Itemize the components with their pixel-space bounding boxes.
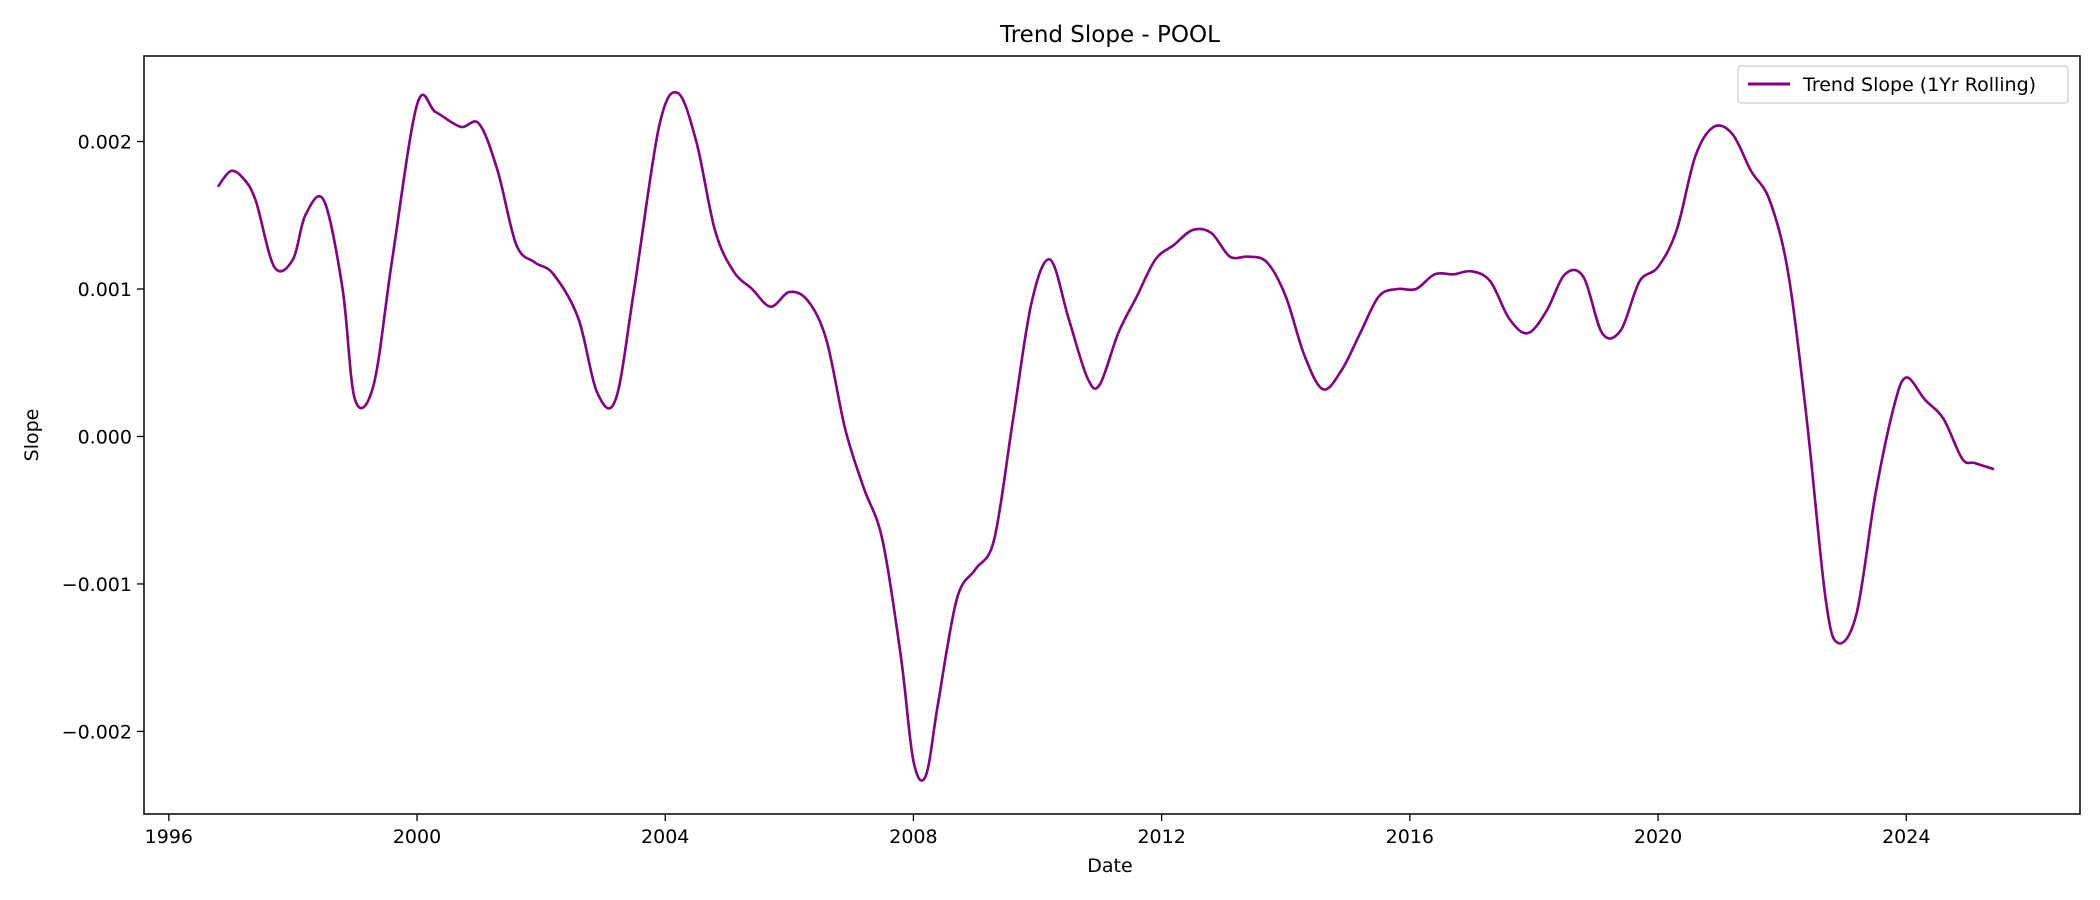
x-tick-label: 2024 [1882,826,1930,848]
legend: Trend Slope (1Yr Rolling) [1737,65,2069,104]
y-tick-label: 0.000 [78,426,132,448]
y-tick-label: −0.002 [62,721,132,743]
x-tick-label: 2012 [1137,826,1185,848]
x-tick-label: 2008 [889,826,937,848]
x-tick-label: 2000 [393,826,441,848]
x-tick-label: 2016 [1386,826,1434,848]
series-layer [217,91,1995,782]
x-axis: 1996 2000 2004 2008 2012 2016 2020 2024 [145,814,1930,848]
y-axis-label: Slope [21,409,43,462]
legend-box [1737,65,2069,104]
x-tick-label: 2004 [641,826,689,848]
x-tick-label: 2020 [1634,826,1682,848]
y-tick-label: −0.001 [62,574,132,596]
y-tick-label: 0.001 [78,279,132,301]
x-tick-label: 1996 [145,826,193,848]
legend-label: Trend Slope (1Yr Rolling) [1802,74,2036,96]
plot-frame [143,55,2081,815]
y-tick-label: 0.002 [78,132,132,154]
y-axis: −0.002 −0.001 0.000 0.001 0.002 [62,132,144,743]
chart-title: Trend Slope - POOL [999,22,1220,48]
series-line [217,91,1995,782]
x-axis-label: Date [1087,855,1132,877]
